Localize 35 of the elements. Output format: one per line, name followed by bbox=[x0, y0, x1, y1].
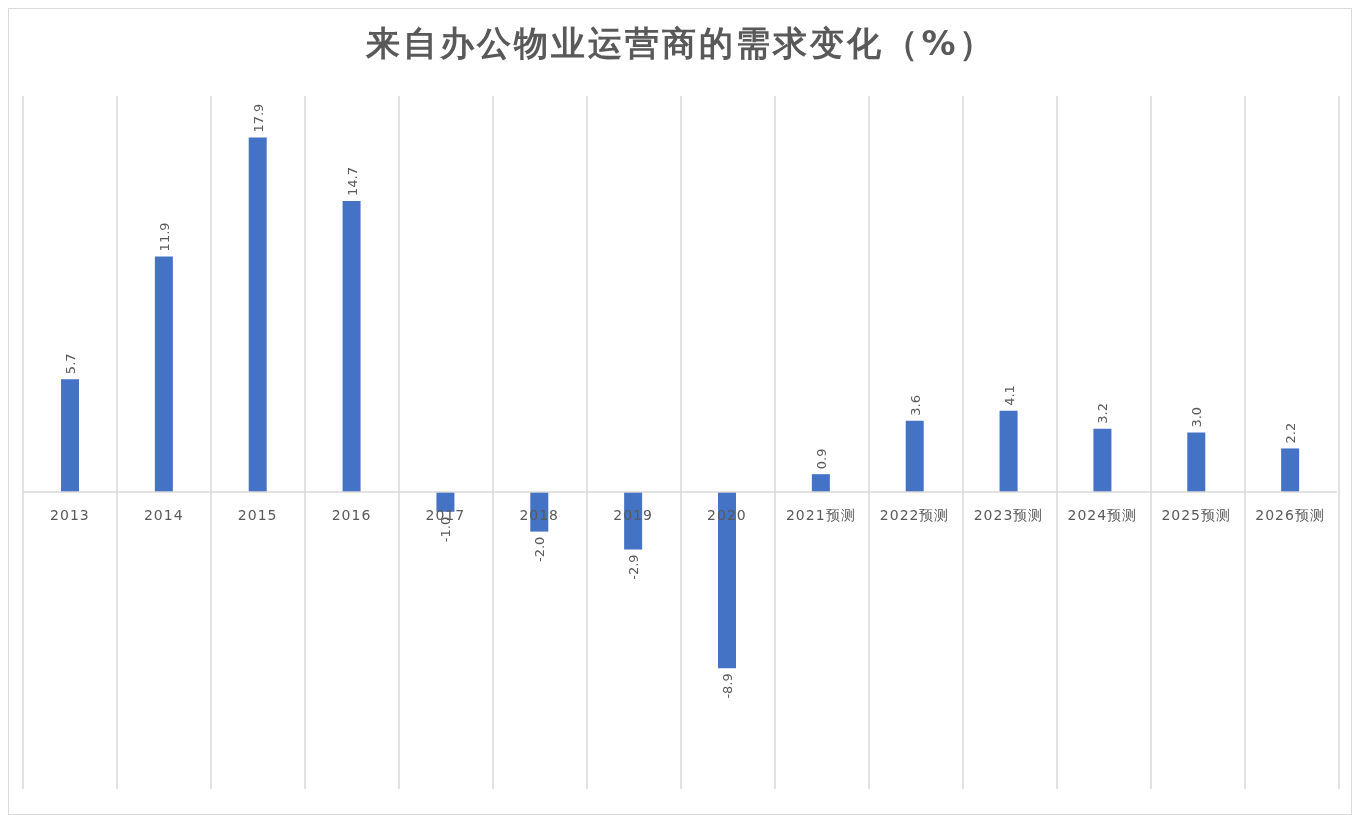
bar bbox=[1187, 432, 1206, 492]
x-tick-label: 2024预测 bbox=[1067, 507, 1138, 524]
x-tick-label: 2025预测 bbox=[1161, 507, 1232, 524]
bar bbox=[248, 137, 267, 492]
bar bbox=[61, 379, 79, 492]
x-tick-label: 2021预测 bbox=[785, 507, 856, 524]
data-label: 17.9 bbox=[250, 103, 266, 133]
data-label: 2.2 bbox=[1283, 422, 1299, 444]
x-tick-label: 2014 bbox=[143, 507, 184, 524]
data-label: 14.7 bbox=[344, 166, 360, 196]
x-tick-label: 2015 bbox=[237, 507, 278, 524]
bar bbox=[1093, 428, 1112, 492]
data-label: 5.7 bbox=[63, 353, 78, 375]
data-label: 3.2 bbox=[1095, 402, 1111, 424]
bar bbox=[342, 200, 361, 492]
bar bbox=[1281, 448, 1300, 492]
data-label: 3.0 bbox=[1189, 406, 1205, 428]
x-tick-label: 2023预测 bbox=[973, 507, 1044, 524]
data-label: -2.9 bbox=[626, 554, 642, 580]
x-tick-label: 2016 bbox=[331, 507, 372, 524]
bar bbox=[436, 492, 455, 512]
chart-title: 来自办公物业运营商的需求变化（%） bbox=[365, 22, 997, 65]
data-label: -8.9 bbox=[720, 673, 735, 699]
data-label: 0.9 bbox=[813, 448, 829, 470]
data-label: -2.0 bbox=[532, 536, 548, 562]
bar bbox=[811, 474, 830, 492]
bar bbox=[905, 420, 924, 492]
bar bbox=[154, 256, 173, 492]
data-label: 3.6 bbox=[907, 395, 923, 416]
x-tick-label: 2026预测 bbox=[1255, 507, 1325, 524]
bar bbox=[999, 410, 1018, 492]
data-label: 4.1 bbox=[1001, 385, 1017, 406]
data-label: 11.9 bbox=[156, 222, 172, 252]
x-tick-label: 2022预测 bbox=[879, 507, 950, 524]
x-tick-label: 2013 bbox=[50, 507, 90, 524]
